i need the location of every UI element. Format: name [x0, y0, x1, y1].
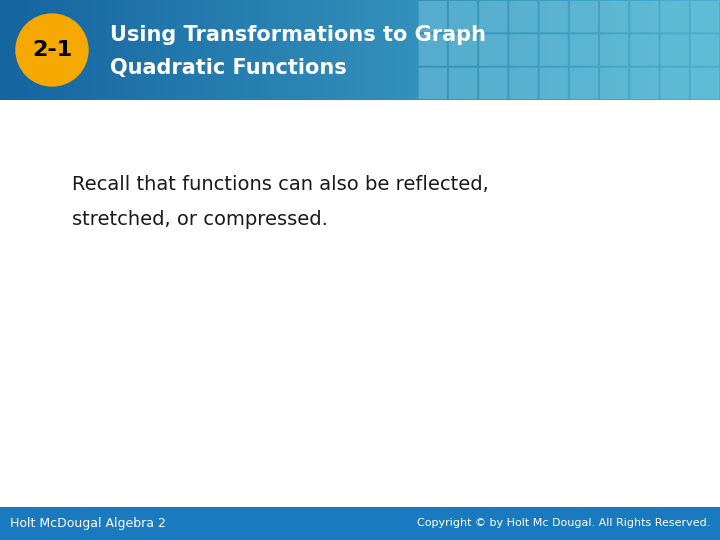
FancyBboxPatch shape — [600, 68, 629, 99]
FancyBboxPatch shape — [570, 1, 598, 32]
FancyBboxPatch shape — [690, 1, 719, 32]
FancyBboxPatch shape — [418, 68, 447, 99]
FancyBboxPatch shape — [539, 68, 568, 99]
FancyBboxPatch shape — [660, 68, 689, 99]
Text: Quadratic Functions: Quadratic Functions — [110, 58, 347, 78]
FancyBboxPatch shape — [630, 35, 659, 66]
Circle shape — [16, 14, 88, 86]
FancyBboxPatch shape — [418, 35, 447, 66]
FancyBboxPatch shape — [479, 35, 508, 66]
FancyBboxPatch shape — [479, 68, 508, 99]
FancyBboxPatch shape — [449, 35, 477, 66]
FancyBboxPatch shape — [660, 35, 689, 66]
FancyBboxPatch shape — [509, 1, 538, 32]
Text: Holt McDougal Algebra 2: Holt McDougal Algebra 2 — [10, 517, 166, 530]
FancyBboxPatch shape — [570, 68, 598, 99]
FancyBboxPatch shape — [539, 35, 568, 66]
FancyBboxPatch shape — [630, 1, 659, 32]
FancyBboxPatch shape — [630, 68, 659, 99]
FancyBboxPatch shape — [600, 1, 629, 32]
FancyBboxPatch shape — [660, 1, 689, 32]
FancyBboxPatch shape — [449, 1, 477, 32]
FancyBboxPatch shape — [600, 35, 629, 66]
FancyBboxPatch shape — [449, 68, 477, 99]
FancyBboxPatch shape — [479, 1, 508, 32]
FancyBboxPatch shape — [418, 1, 447, 32]
FancyBboxPatch shape — [539, 1, 568, 32]
FancyBboxPatch shape — [690, 68, 719, 99]
FancyBboxPatch shape — [690, 35, 719, 66]
Text: stretched, or compressed.: stretched, or compressed. — [72, 210, 328, 229]
FancyBboxPatch shape — [570, 35, 598, 66]
Text: Copyright © by Holt Mc Dougal. All Rights Reserved.: Copyright © by Holt Mc Dougal. All Right… — [417, 518, 710, 529]
Text: Recall that functions can also be reflected,: Recall that functions can also be reflec… — [72, 175, 489, 194]
FancyBboxPatch shape — [509, 35, 538, 66]
FancyBboxPatch shape — [0, 507, 720, 540]
FancyBboxPatch shape — [509, 68, 538, 99]
Text: 2-1: 2-1 — [32, 40, 72, 60]
Text: Using Transformations to Graph: Using Transformations to Graph — [110, 25, 486, 45]
